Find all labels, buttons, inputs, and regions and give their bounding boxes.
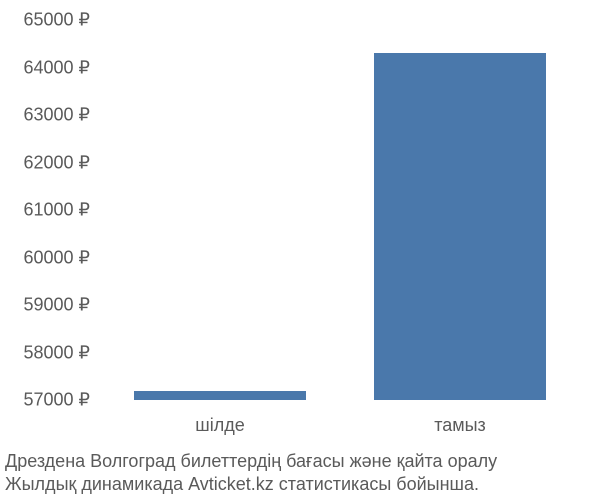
y-tick-label: 65000 ₽: [23, 10, 90, 31]
y-axis: 65000 ₽64000 ₽63000 ₽62000 ₽61000 ₽60000…: [0, 20, 95, 400]
caption-line-2: Жылдық динамикада Avticket.kz статистика…: [5, 473, 595, 496]
y-tick-label: 63000 ₽: [23, 105, 90, 126]
x-tick-label: тамыз: [434, 415, 486, 436]
y-tick-label: 58000 ₽: [23, 342, 90, 363]
bar: [134, 391, 307, 401]
y-tick-label: 61000 ₽: [23, 200, 90, 221]
caption-line-1: Дрездена Волгоград билеттердің бағасы жә…: [5, 450, 595, 473]
chart-caption: Дрездена Волгоград билеттердің бағасы жә…: [5, 450, 595, 497]
chart-plot-area: [100, 20, 580, 400]
bar-plot: [100, 20, 580, 400]
y-tick-label: 62000 ₽: [23, 152, 90, 173]
x-axis: шілде тамыз: [100, 410, 580, 440]
y-tick-label: 64000 ₽: [23, 57, 90, 78]
y-tick-label: 57000 ₽: [23, 390, 90, 411]
bar: [374, 53, 547, 400]
y-tick-label: 59000 ₽: [23, 295, 90, 316]
x-tick-label: шілде: [195, 415, 244, 436]
y-tick-label: 60000 ₽: [23, 247, 90, 268]
